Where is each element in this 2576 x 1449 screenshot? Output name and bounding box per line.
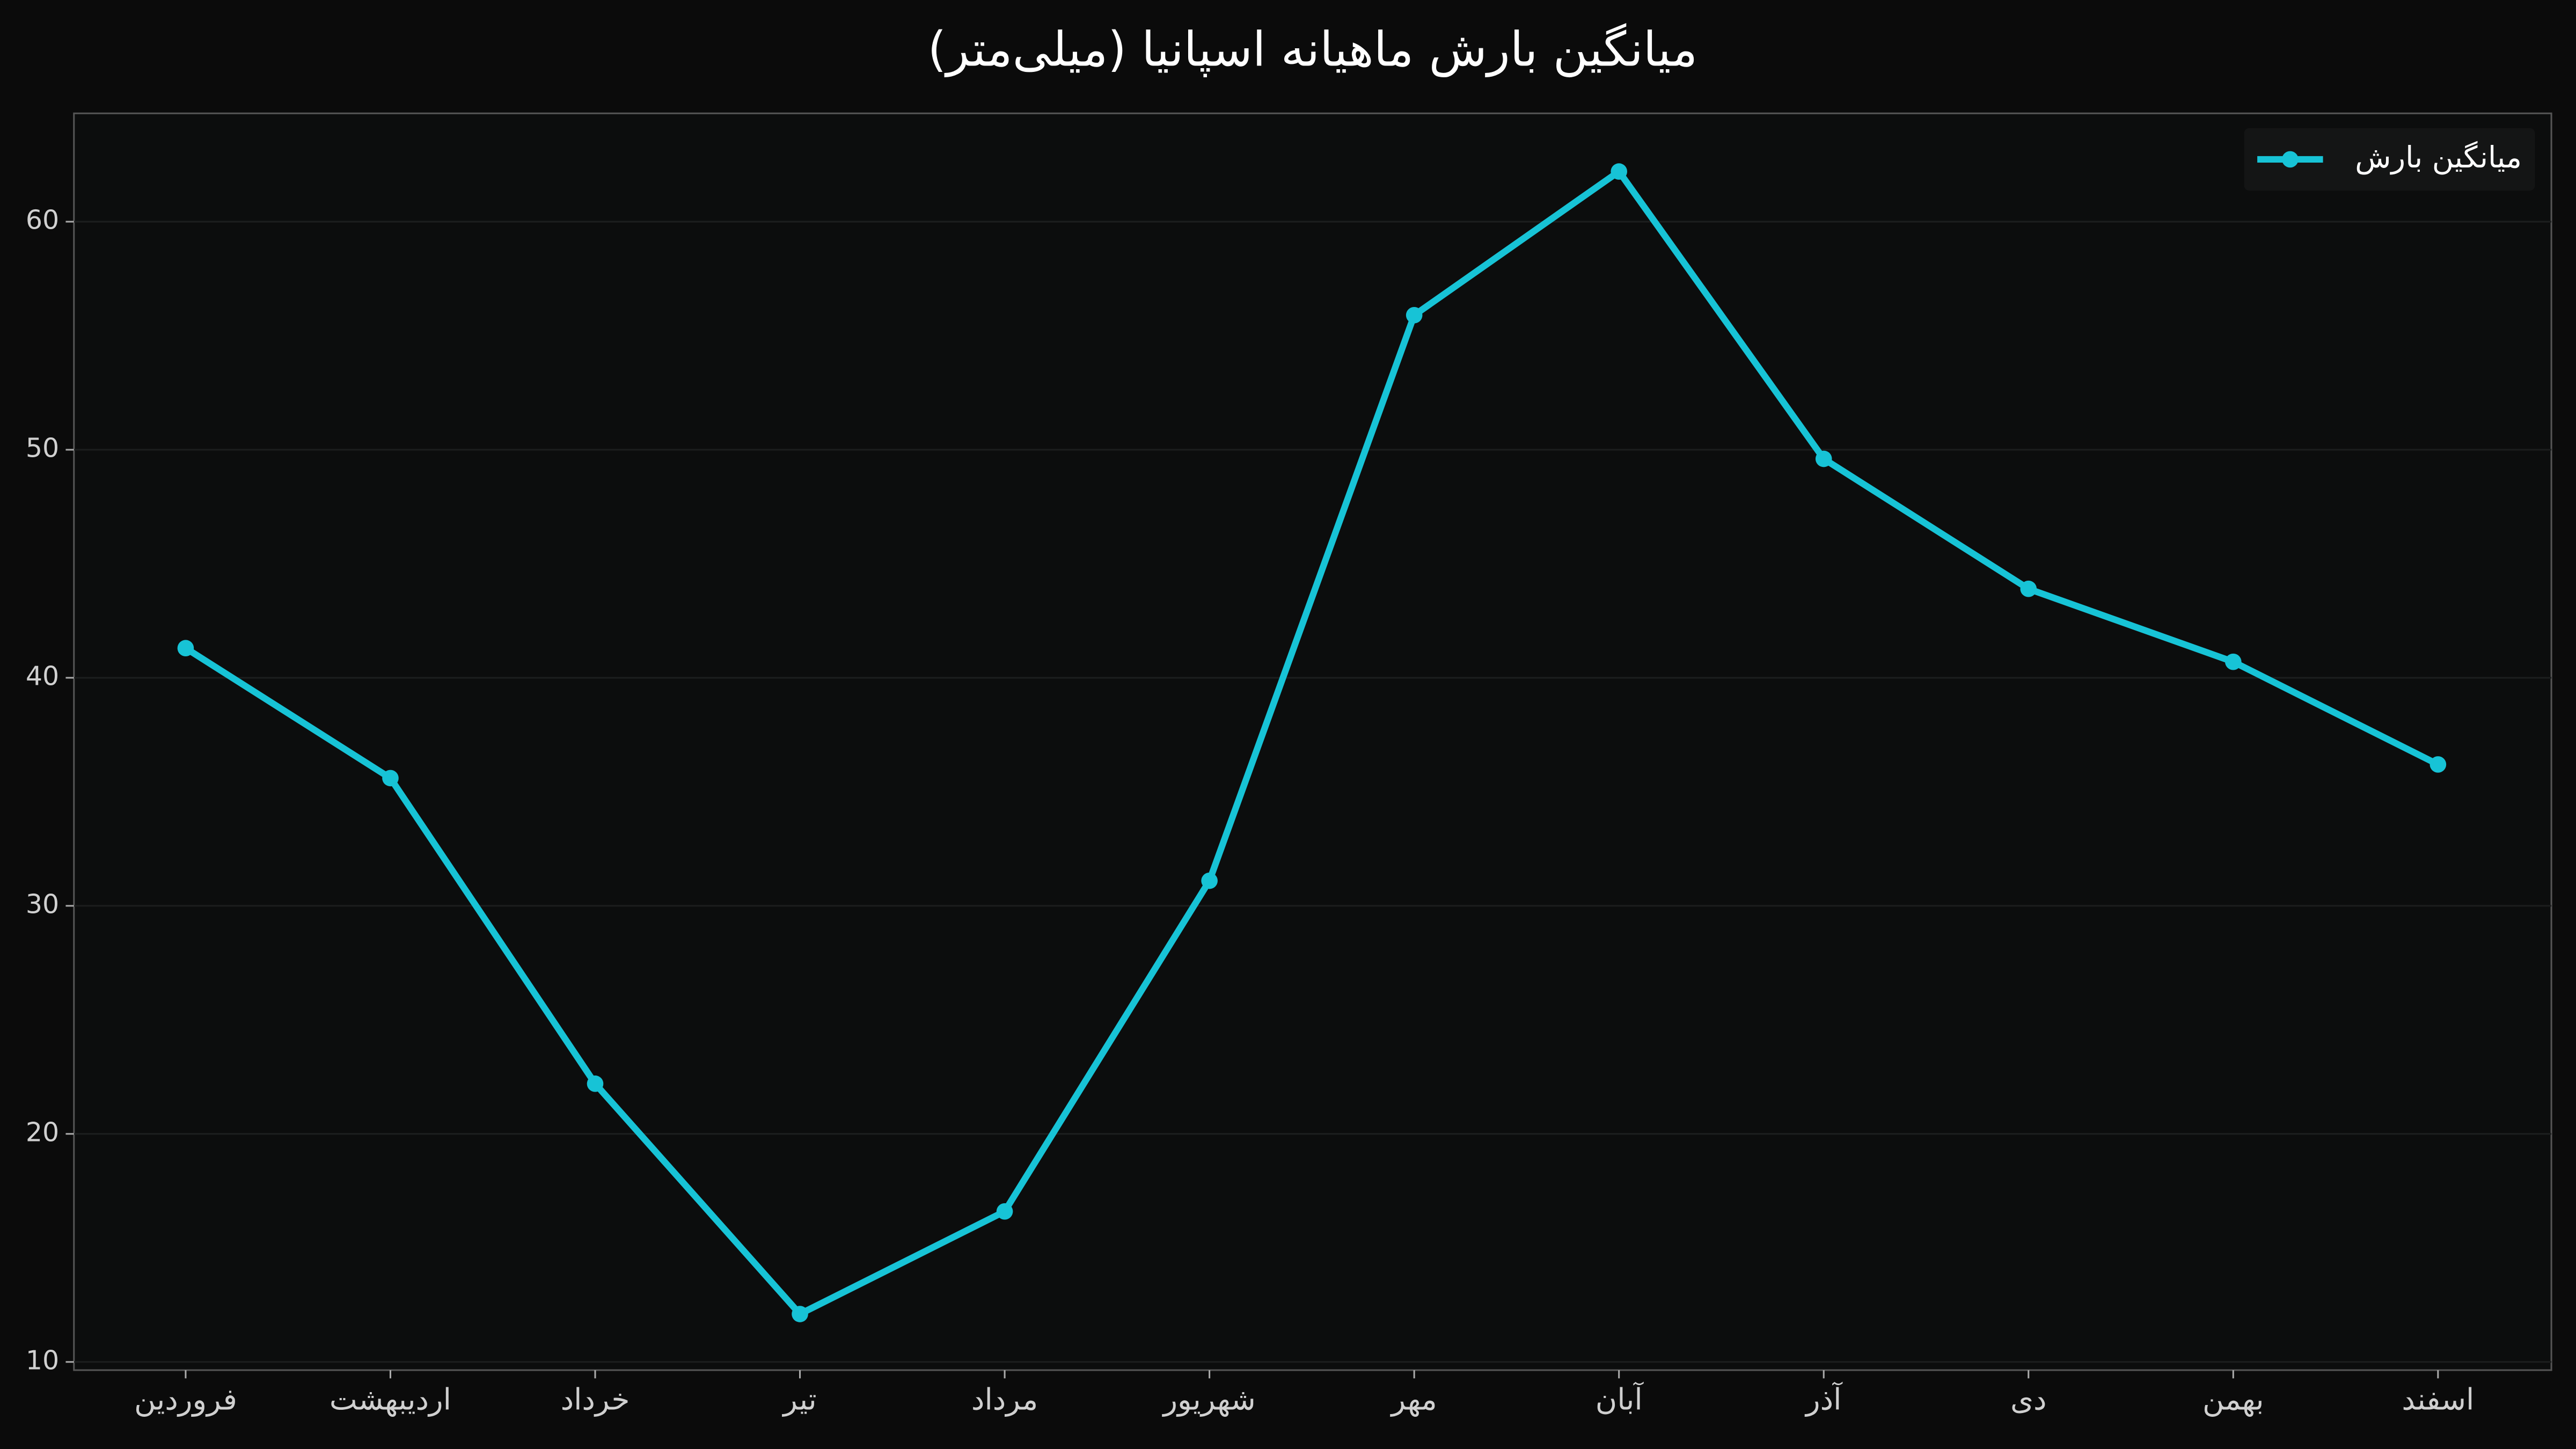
y-tick-label: 60	[26, 205, 59, 236]
x-tick-label: بهمن	[2202, 1382, 2264, 1417]
point	[2429, 756, 2447, 773]
series-line	[184, 168, 2440, 1318]
x-tick-label: آذر	[1804, 1381, 1843, 1416]
point	[996, 1203, 1013, 1220]
point	[1201, 872, 1218, 889]
chart-title: میانگین بارش ماهیانه اسپانیا (میلی‌متر)	[928, 21, 1698, 77]
point	[587, 1075, 604, 1092]
x-tick-label: مهر	[1390, 1382, 1437, 1417]
x-tick-label: آبان	[1596, 1381, 1644, 1416]
x-tick-label: تیر	[781, 1382, 816, 1416]
x-tick-label: اسفند	[2402, 1382, 2474, 1416]
x-tick-label: دی	[2010, 1382, 2047, 1416]
y-tick-label: 50	[26, 433, 59, 464]
legend-marker	[2282, 151, 2299, 168]
point	[1406, 306, 1423, 324]
y-tick-label: 20	[26, 1117, 59, 1147]
x-tick-label: مرداد	[971, 1382, 1038, 1416]
point	[2225, 653, 2242, 670]
y-tick-label: 40	[26, 661, 59, 691]
x-tick-label: اردیبهشت	[330, 1382, 451, 1417]
point	[792, 1306, 808, 1322]
x-tick-label: فروردین	[134, 1382, 237, 1417]
x-tick-label: خرداد	[561, 1382, 630, 1416]
plot-area	[73, 112, 2552, 1371]
y-tick-label: 30	[26, 889, 59, 919]
point	[177, 640, 194, 657]
point	[382, 770, 399, 787]
point	[1815, 450, 1832, 467]
point	[1611, 163, 1628, 180]
x-tick-label: شهریور	[1161, 1382, 1255, 1417]
y-tick-label: 10	[26, 1345, 59, 1375]
legend-label: میانگین بارش	[2355, 140, 2522, 175]
point	[2020, 580, 2037, 597]
legend-box	[2244, 128, 2535, 191]
